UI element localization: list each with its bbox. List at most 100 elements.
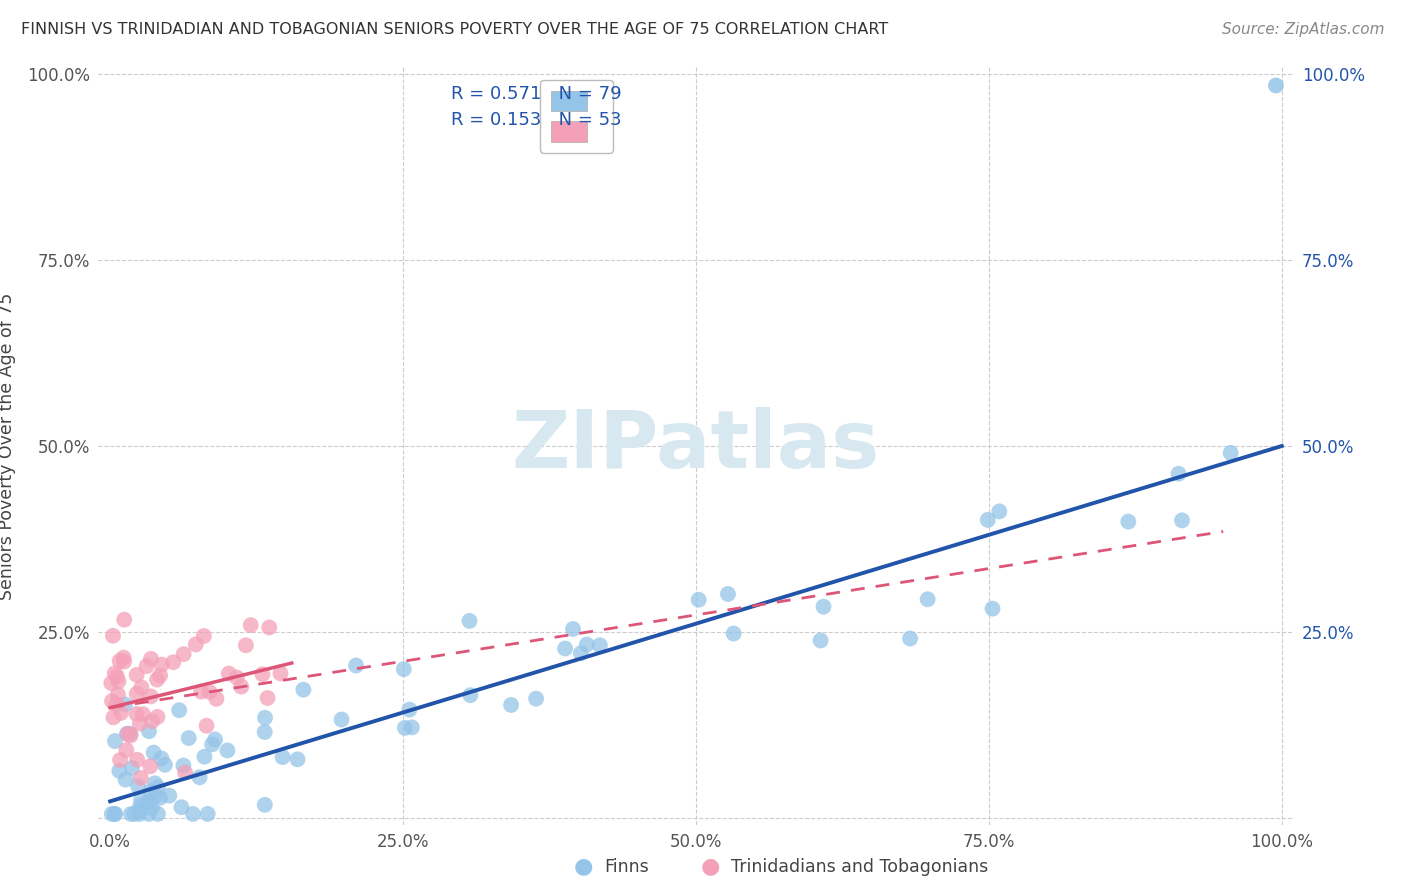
Point: [398, 703, 420, 717]
Point: [204, 732, 226, 747]
Text: FINNISH VS TRINIDADIAN AND TOBAGONIAN SENIORS POVERTY OVER THE AGE OF 75 CORRELA: FINNISH VS TRINIDADIAN AND TOBAGONIAN SE…: [21, 22, 889, 37]
Point: [146, 673, 169, 687]
Point: [917, 592, 939, 607]
Point: [101, 694, 124, 708]
Point: [157, 789, 180, 803]
Point: [173, 647, 195, 661]
Point: [170, 800, 193, 814]
Point: [177, 731, 200, 745]
Point: [120, 729, 142, 743]
Text: R = 0.571   N = 79: R = 0.571 N = 79: [451, 86, 621, 103]
Point: [138, 807, 160, 822]
Point: [115, 726, 138, 740]
Point: [269, 666, 291, 681]
Point: [231, 680, 253, 694]
Point: [114, 698, 136, 712]
Point: [105, 669, 128, 683]
Point: [1167, 467, 1189, 481]
Point: [115, 743, 138, 757]
Point: [128, 716, 150, 731]
Point: [104, 807, 127, 822]
Point: [100, 807, 122, 822]
Point: [110, 706, 132, 720]
Point: [135, 659, 157, 673]
Point: [112, 613, 135, 627]
Point: [458, 614, 481, 628]
Point: [114, 772, 136, 787]
Point: [225, 671, 247, 685]
Point: [271, 750, 294, 764]
Point: [253, 711, 276, 725]
Point: [813, 599, 835, 614]
Point: [1265, 78, 1288, 93]
Point: [117, 727, 139, 741]
Point: [138, 724, 160, 739]
Point: [810, 633, 832, 648]
Point: [132, 707, 155, 722]
Point: [218, 666, 240, 681]
Y-axis label: Seniors Poverty Over the Age of 75: Seniors Poverty Over the Age of 75: [0, 293, 15, 599]
Point: [121, 761, 143, 775]
Point: [988, 504, 1011, 518]
Text: Source: ZipAtlas.com: Source: ZipAtlas.com: [1222, 22, 1385, 37]
Point: [184, 637, 207, 651]
Point: [107, 674, 129, 689]
Point: [108, 654, 131, 668]
Point: [146, 710, 169, 724]
Point: [139, 690, 162, 704]
Point: [136, 795, 159, 809]
Point: [141, 801, 163, 815]
Point: [589, 638, 612, 652]
Point: [131, 681, 153, 695]
Point: [107, 688, 129, 702]
Point: [104, 734, 127, 748]
Point: [253, 725, 276, 739]
Point: [190, 684, 212, 698]
Point: [129, 804, 152, 818]
Point: [129, 799, 152, 814]
Point: [981, 601, 1004, 615]
Point: [201, 737, 224, 751]
Point: [181, 807, 204, 822]
Point: [1116, 515, 1139, 529]
Point: [259, 620, 281, 634]
Text: R = 0.153   N = 53: R = 0.153 N = 53: [451, 111, 621, 129]
Point: [101, 629, 124, 643]
Point: [124, 807, 146, 822]
Point: [197, 807, 219, 822]
Point: [129, 771, 152, 785]
Text: Finns: Finns: [605, 858, 650, 876]
Point: [146, 807, 169, 822]
Point: [104, 666, 127, 681]
Point: [253, 797, 276, 812]
Point: [125, 668, 148, 682]
Point: [149, 790, 172, 805]
Point: [120, 727, 142, 741]
Point: [195, 719, 218, 733]
Point: [287, 752, 309, 766]
Point: [193, 749, 215, 764]
Point: [575, 638, 598, 652]
Point: [460, 688, 482, 702]
Point: [139, 784, 162, 798]
Point: [112, 650, 135, 665]
Point: [330, 713, 353, 727]
Point: [501, 698, 523, 712]
Point: [239, 618, 262, 632]
Point: [150, 657, 173, 672]
Point: [188, 770, 211, 784]
Point: [167, 703, 190, 717]
Point: [198, 685, 221, 699]
Point: [139, 759, 162, 773]
Point: [146, 780, 169, 795]
Point: [292, 682, 315, 697]
Point: [977, 513, 1000, 527]
Point: [143, 789, 166, 804]
Text: ●: ●: [574, 856, 593, 876]
Point: [112, 655, 135, 669]
Point: [149, 668, 172, 682]
Legend: , : ,: [540, 79, 613, 153]
Point: [256, 690, 278, 705]
Point: [401, 720, 423, 734]
Point: [127, 780, 149, 794]
